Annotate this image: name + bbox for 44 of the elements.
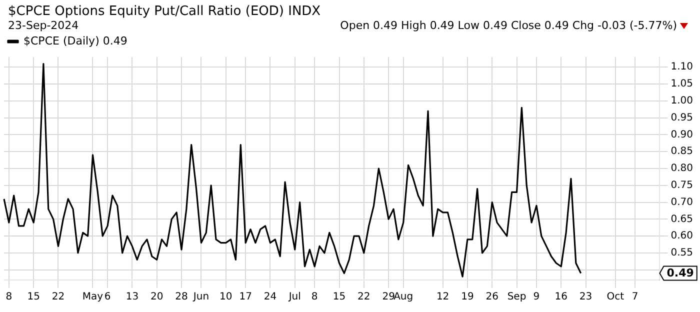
y-tick-label: 0.75 xyxy=(670,180,693,191)
x-tick-label: Aug xyxy=(394,292,414,303)
y-tick-label: 0.60 xyxy=(670,230,693,242)
y-tick-label: 0.95 xyxy=(670,112,693,124)
chart-subtitle: 23-Sep-2024 xyxy=(8,19,79,32)
x-tick-label: 15 xyxy=(27,292,40,303)
x-tick-label: Sep xyxy=(507,292,526,303)
y-tick-label: 0.70 xyxy=(670,196,693,208)
x-tick-label: 15 xyxy=(332,292,346,303)
chart-title: $CPCE Options Equity Put/Call Ratio (EOD) INDX xyxy=(8,4,321,19)
text: Open 0.49 High 0.49 Low 0.49 Close 0.49 Chg -0.03 (-5.77%) xyxy=(340,19,677,32)
annotation: 0.49 xyxy=(666,266,694,280)
y-tick-label: 0.65 xyxy=(670,214,693,225)
x-tick-label: 22 xyxy=(52,292,65,303)
x-tick-label: 12 xyxy=(436,292,450,303)
x-tick-label: 16 xyxy=(554,292,568,303)
x-tick-label: Jun xyxy=(192,292,210,303)
legend-label: $CPCE (Daily) 0.49 xyxy=(24,34,128,48)
x-tick-label: 9 xyxy=(533,292,540,303)
x-tick-label: 10 xyxy=(220,292,232,303)
x-tick-label: 29 xyxy=(382,292,395,303)
x-tick-label: 8 xyxy=(311,292,318,303)
y-tick-label: 0.90 xyxy=(670,129,693,140)
x-tick-label: 13 xyxy=(126,292,139,303)
x-tick-label: 19 xyxy=(461,292,474,303)
x-tick-label: 6 xyxy=(104,292,111,303)
y-tick-label: 1.00 xyxy=(670,96,693,107)
x-tick-label: Jul xyxy=(288,292,301,303)
x-tick-label: 7 xyxy=(632,292,638,303)
y-tick-label: 0.55 xyxy=(670,248,693,259)
x-tick-label: 8 xyxy=(6,292,12,303)
y-tick-label: 0.80 xyxy=(670,163,693,174)
x-tick-label: 26 xyxy=(486,292,498,303)
x-tick-label: 22 xyxy=(358,292,370,303)
x-tick-label: 28 xyxy=(175,292,188,303)
x-tick-label: Oct xyxy=(606,292,624,303)
x-tick-label: 23 xyxy=(579,292,592,303)
x-tick-label: 17 xyxy=(239,292,252,303)
x-tick-label: May xyxy=(82,292,104,303)
y-tick-label: 0.85 xyxy=(670,146,693,158)
y-tick-label: 1.10 xyxy=(670,62,693,73)
x-tick-label: 20 xyxy=(150,292,164,303)
x-tick-label: 24 xyxy=(264,292,277,303)
y-tick-label: 1.05 xyxy=(670,78,693,90)
